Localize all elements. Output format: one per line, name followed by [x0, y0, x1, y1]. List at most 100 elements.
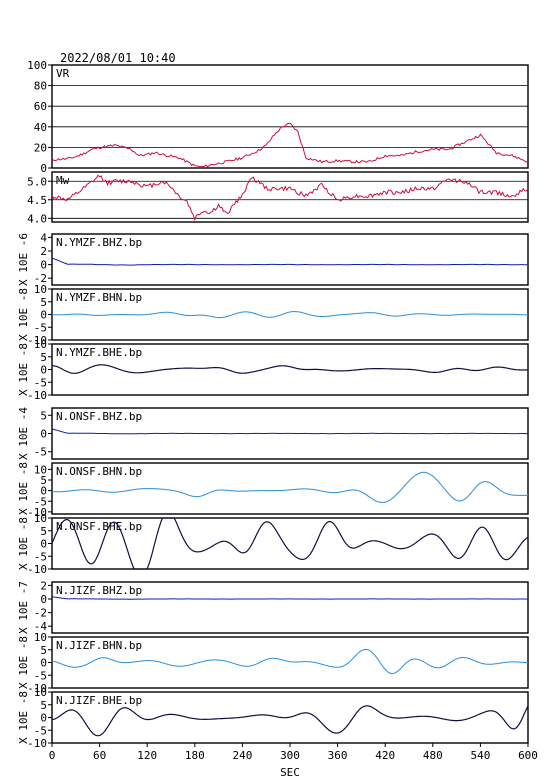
x-tick-label: 240: [232, 749, 252, 762]
y-tick-label: 5: [40, 644, 47, 657]
panel-exponent-label: X 10E -8: [17, 636, 30, 689]
x-tick-label: 300: [280, 749, 300, 762]
series-line: [52, 310, 528, 319]
y-tick-label: -5: [34, 550, 47, 563]
y-tick-label: 0: [40, 657, 47, 670]
series-line: [51, 705, 529, 737]
y-tick-label: -5: [34, 495, 47, 508]
y-tick-label: 0: [40, 485, 47, 498]
panel-exponent-label: X 10E -4: [17, 407, 30, 460]
y-tick-label: 2: [40, 245, 47, 258]
y-tick-label: 5: [40, 474, 47, 487]
y-tick-label: 5: [40, 409, 47, 422]
panel-label: N.YMZF.BHZ.bp: [56, 236, 142, 249]
y-tick-label: 100: [27, 59, 47, 72]
panel-label: N.JIZF.BHZ.bp: [56, 584, 142, 597]
panel-label: N.ONSF.BHZ.bp: [56, 410, 142, 423]
series-line: [51, 428, 528, 435]
y-tick-label: 10: [34, 283, 47, 296]
series-line: [51, 364, 529, 374]
y-tick-label: 10: [34, 338, 47, 351]
panel-label: N.YMZF.BHN.bp: [56, 291, 142, 304]
series-line: [51, 596, 528, 600]
y-tick-label: 10: [34, 686, 47, 699]
y-tick-label: -4: [34, 620, 48, 633]
y-tick-label: -10: [27, 563, 47, 576]
y-tick-label: 60: [34, 100, 47, 113]
x-tick-label: 180: [185, 749, 205, 762]
panel-vr: 100 80 60 40 20 0 VR: [27, 59, 529, 175]
y-tick-label: 0: [40, 162, 47, 175]
x-axis-label: SEC: [280, 766, 300, 779]
y-tick-label: -5: [34, 669, 47, 682]
panel-exponent-label: X 10E -6: [17, 233, 30, 286]
y-tick-label: 4.0: [27, 212, 47, 225]
panel-exponent-label: X 10E -7: [17, 581, 30, 634]
x-axis: 0 60 120 180 240 300 360 420 480 540 600: [49, 743, 538, 762]
panel-label: N.ONSF.BHE.bp: [56, 520, 142, 533]
series-line: [51, 122, 529, 168]
panel-n-jizf-bhz-bp: 20-2-4 N.JIZF.BHZ.bp X 10E -7: [17, 579, 529, 634]
panel-frame: [51, 581, 529, 634]
panel-exponent-label: X 10E -8: [17, 343, 30, 396]
y-tick-label: 40: [34, 121, 47, 134]
y-tick-label: -10: [27, 334, 47, 347]
series-line: [51, 174, 529, 222]
y-tick-label: 0: [40, 538, 47, 551]
y-tick-label: -10: [27, 389, 47, 402]
waveform-panels: 100806040200VR5.04.54.0Mw420-2N.YMZF.BHZ…: [17, 59, 529, 750]
y-tick-label: 4.5: [27, 194, 47, 207]
figure-title: 2022/08/01 10:40: [60, 51, 176, 65]
y-tick-label: -10: [27, 682, 47, 695]
y-tick-label: 0: [40, 712, 47, 725]
y-tick-label: -2: [34, 607, 47, 620]
series-line: [51, 257, 528, 266]
panel-frame: [51, 462, 529, 515]
panel-frame: [51, 64, 529, 169]
y-tick-label: 10: [34, 631, 47, 644]
panel-label: Mw: [56, 174, 70, 187]
y-tick-label: 10: [34, 512, 47, 525]
y-tick-label: -5: [34, 321, 47, 334]
panel-exponent-label: X 10E -8: [17, 288, 30, 341]
panel-mw: 5.0 4.5 4.0 Mw: [27, 171, 529, 225]
y-tick-label: 5: [40, 525, 47, 538]
panel-label: VR: [56, 67, 70, 80]
x-tick-label: 60: [93, 749, 106, 762]
y-tick-label: 80: [34, 80, 47, 93]
y-tick-label: 0: [40, 364, 47, 377]
y-tick-label: -5: [34, 724, 47, 737]
panel-label: N.ONSF.BHN.bp: [56, 465, 142, 478]
y-tick-label: 2: [40, 579, 47, 592]
y-tick-label: 5: [40, 699, 47, 712]
y-tick-label: 5.0: [27, 175, 47, 188]
y-tick-label: 20: [34, 141, 47, 154]
series-line: [51, 517, 529, 570]
y-tick-label: 0: [40, 593, 47, 606]
y-tick-label: -5: [34, 376, 47, 389]
x-tick-label: 420: [375, 749, 395, 762]
panel-n-ymzf-bhz-bp: 420-2 N.YMZF.BHZ.bp X 10E -6: [17, 231, 529, 286]
panel-exponent-label: X 10E -8: [17, 517, 30, 570]
panel-n-onsf-bhz-bp: 5 0 -5 N.ONSF.BHZ.bp X 10E -4: [17, 407, 529, 460]
y-tick-label: -5: [34, 446, 47, 459]
series-line: [52, 471, 528, 503]
y-tick-label: -10: [27, 506, 47, 519]
panel-exponent-label: X 10E -8: [17, 691, 30, 744]
y-tick-label: 10: [34, 463, 47, 476]
panel-frame: [51, 171, 529, 223]
panel-label: N.JIZF.BHN.bp: [56, 639, 142, 652]
x-tick-label: 540: [470, 749, 490, 762]
x-tick-label: 600: [518, 749, 538, 762]
y-tick-label: 5: [40, 296, 47, 309]
x-tick-label: 480: [423, 749, 443, 762]
series-line: [51, 648, 529, 675]
panel-label: N.YMZF.BHE.bp: [56, 346, 142, 359]
y-tick-label: -10: [27, 737, 47, 750]
